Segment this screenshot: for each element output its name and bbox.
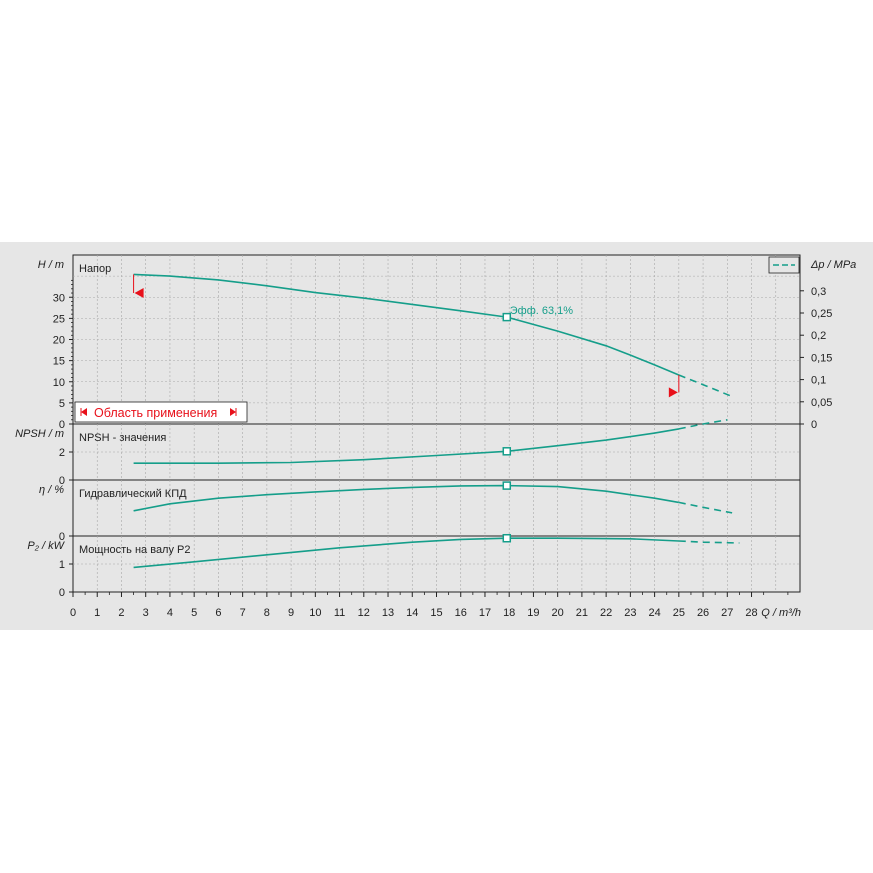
y2-tick-label: 0,25 <box>811 308 832 320</box>
y-tick-label: 10 <box>53 377 65 389</box>
x-tick-label: 12 <box>358 607 370 619</box>
x-tick-label: 21 <box>576 607 588 619</box>
curve-efficiency <box>133 484 679 512</box>
duty-point-marker <box>502 447 512 456</box>
x-tick-label: 15 <box>430 607 442 619</box>
x-tick-label: 26 <box>697 607 709 619</box>
x-axis-label: Q / m³/h <box>761 607 801 619</box>
curve-extension <box>678 374 733 398</box>
y-tick-label: 20 <box>53 335 65 347</box>
x-tick-label: 1 <box>94 607 100 619</box>
x-tick-label: 17 <box>479 607 491 619</box>
curve-extension <box>678 419 728 430</box>
x-tick-label: 6 <box>215 607 221 619</box>
curve-extension <box>678 501 733 514</box>
y-axis-label: η / % <box>39 484 64 496</box>
panel-title-efficiency: Гидравлический КПД <box>79 488 187 500</box>
x-tick-label: 23 <box>624 607 636 619</box>
x-tick-label: 16 <box>455 607 467 619</box>
x-tick-label: 0 <box>70 607 76 619</box>
y-tick-label: 5 <box>59 398 65 410</box>
x-tick-label: 5 <box>191 607 197 619</box>
y-tick-label: 30 <box>53 292 65 304</box>
x-tick-label: 10 <box>309 607 321 619</box>
y-axis-label: NPSH / m <box>15 428 64 440</box>
application-range-box <box>74 401 248 423</box>
application-range-label: Область применения <box>94 406 217 420</box>
x-tick-label: 14 <box>406 607 418 619</box>
x-tick-label: 20 <box>552 607 564 619</box>
x-tick-label: 3 <box>143 607 149 619</box>
y2-tick-label: 0,1 <box>811 375 826 387</box>
x-tick-label: 25 <box>673 607 685 619</box>
x-tick-label: 27 <box>721 607 733 619</box>
range-left-arrow-icon <box>81 408 87 416</box>
curve-npsh <box>133 428 679 465</box>
y-tick-label: 1 <box>59 559 65 571</box>
duty-point-marker <box>502 481 512 490</box>
y-axis-label: P₂ / kW <box>27 540 65 552</box>
x-tick-label: 22 <box>600 607 612 619</box>
x-tick-label: 8 <box>264 607 270 619</box>
y2-tick-label: 0 <box>811 419 817 431</box>
y-tick-label: 15 <box>53 356 65 368</box>
y2-tick-label: 0,05 <box>811 397 832 409</box>
y-tick-label: 0 <box>59 419 65 431</box>
duty-point-marker <box>502 533 512 543</box>
x-tick-label: 9 <box>288 607 294 619</box>
y-tick-label: 0 <box>59 587 65 599</box>
y2-tick-label: 0,15 <box>811 352 832 364</box>
y-axis-label: H / m <box>38 259 64 271</box>
x-tick-label: 13 <box>382 607 394 619</box>
range-end-arrow-icon <box>668 387 678 398</box>
y-tick-label: 2 <box>59 447 65 459</box>
curve-extension <box>678 540 740 544</box>
panel-title-power: Мощность на валу P2 <box>79 544 191 556</box>
range-right-arrow-icon <box>230 408 236 416</box>
range-start-arrow-icon <box>134 288 144 299</box>
x-tick-label: 11 <box>334 607 345 619</box>
y-tick-label: 0 <box>59 475 65 487</box>
x-tick-label: 7 <box>240 607 246 619</box>
x-tick-label: 19 <box>527 607 539 619</box>
y2-axis-label: Δp / MPa <box>810 259 856 271</box>
duty-point-marker <box>502 312 512 322</box>
x-tick-label: 18 <box>503 607 515 619</box>
curve-head <box>133 273 680 376</box>
y-tick-label: 25 <box>53 313 65 325</box>
panel-title-head: Напор <box>79 263 111 275</box>
x-tick-label: 2 <box>118 607 124 619</box>
y2-tick-label: 0,2 <box>811 330 826 342</box>
x-tick-label: 28 <box>745 607 757 619</box>
x-tick-label: 24 <box>648 607 660 619</box>
x-tick-label: 4 <box>167 607 173 619</box>
panel-title-npsh: NPSH - значения <box>79 432 166 444</box>
y2-tick-label: 0,3 <box>811 286 826 298</box>
curve-power <box>133 537 679 569</box>
efficiency-annotation: Эфф. 63,1% <box>510 305 574 317</box>
y-tick-label: 0 <box>59 531 65 543</box>
